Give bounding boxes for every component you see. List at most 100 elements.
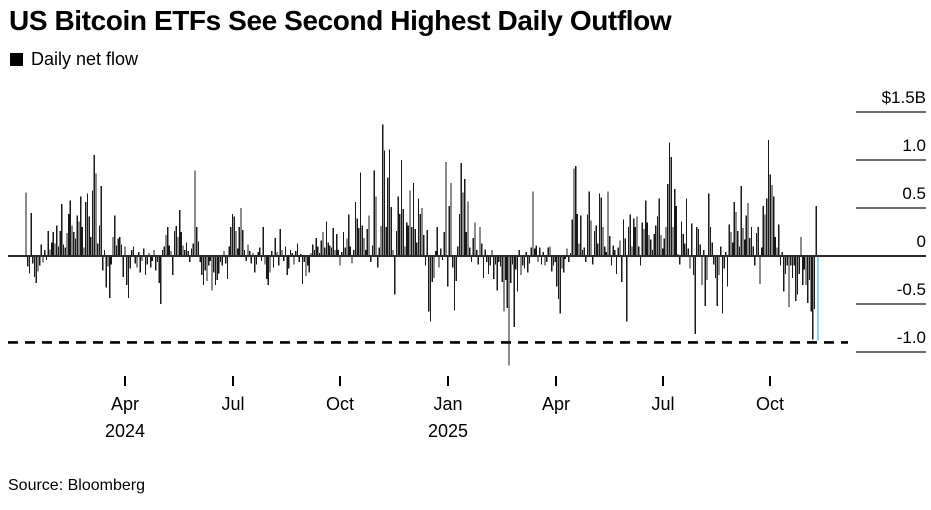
bar — [259, 247, 261, 256]
x-axis-year-label: 2025 — [428, 421, 468, 441]
bar — [699, 244, 701, 256]
bar — [510, 256, 512, 283]
bar — [766, 198, 768, 256]
bar — [76, 215, 78, 256]
bar — [115, 245, 118, 256]
bar — [702, 250, 705, 256]
bar — [177, 236, 179, 256]
bar — [257, 252, 259, 256]
bar — [499, 256, 502, 267]
bar — [139, 256, 142, 273]
bar — [776, 247, 778, 256]
bar — [757, 227, 759, 256]
bar — [619, 240, 621, 256]
bar — [603, 246, 606, 256]
bar — [356, 218, 358, 256]
bar — [643, 229, 645, 256]
bar — [484, 249, 486, 256]
bar — [595, 225, 597, 256]
bar — [276, 252, 278, 256]
bar — [810, 256, 812, 312]
bar — [667, 184, 669, 256]
bar — [675, 206, 677, 256]
y-axis-label: $1.5B — [882, 88, 926, 107]
bar — [134, 256, 136, 264]
bar — [759, 256, 761, 284]
bar — [97, 243, 99, 256]
x-axis-month-label: Jan — [433, 394, 462, 414]
bar — [325, 221, 328, 256]
bar — [124, 246, 126, 256]
bar — [110, 256, 112, 265]
bar — [380, 226, 382, 256]
bar — [341, 252, 343, 256]
bar — [549, 246, 551, 256]
bar — [684, 243, 686, 256]
bar — [37, 256, 39, 272]
bar — [272, 256, 275, 268]
bar — [66, 232, 68, 256]
bar — [64, 247, 66, 256]
bar — [216, 256, 218, 280]
bar — [49, 249, 51, 256]
bar — [27, 256, 29, 267]
bar — [805, 256, 807, 285]
bar — [479, 227, 481, 256]
bar — [98, 225, 101, 256]
bar — [793, 256, 795, 266]
bar — [351, 256, 353, 264]
bar — [554, 256, 556, 262]
x-axis-year-label: 2024 — [105, 421, 145, 441]
x-axis-month-label: Jul — [651, 394, 674, 414]
bar — [62, 244, 65, 256]
bar — [631, 246, 633, 256]
bar — [540, 256, 543, 265]
bar — [266, 256, 268, 280]
bar — [446, 256, 449, 287]
bar — [633, 218, 635, 256]
bar — [573, 168, 575, 256]
bar — [508, 256, 510, 366]
bar — [366, 229, 369, 256]
bar — [146, 256, 148, 265]
bar — [102, 256, 104, 271]
bar — [158, 256, 160, 283]
bar — [305, 256, 307, 277]
bar — [375, 196, 377, 256]
bar — [201, 256, 203, 276]
bar — [342, 232, 345, 256]
bar — [90, 236, 92, 256]
bar — [54, 243, 56, 256]
bar — [788, 256, 790, 307]
bar — [527, 256, 529, 273]
bar — [781, 252, 783, 256]
bar — [501, 256, 503, 282]
bar — [132, 246, 135, 256]
bar — [464, 179, 466, 256]
bar — [435, 251, 437, 256]
bar — [569, 253, 572, 256]
bar — [771, 184, 773, 256]
bar — [318, 253, 321, 256]
bar — [93, 155, 95, 256]
bar — [151, 256, 153, 261]
bar — [223, 251, 225, 256]
bar — [706, 256, 708, 280]
bar — [330, 247, 333, 256]
bar — [320, 240, 322, 256]
bar — [701, 256, 703, 285]
bar — [528, 256, 531, 264]
bar — [658, 198, 660, 256]
bar — [30, 212, 32, 256]
bar — [303, 256, 305, 262]
bar — [417, 198, 420, 256]
bar — [405, 222, 408, 256]
bar — [772, 196, 775, 256]
bar — [274, 237, 276, 256]
bar — [255, 256, 258, 265]
bar — [723, 256, 725, 269]
bar — [173, 231, 176, 256]
bar — [749, 237, 751, 256]
bar — [387, 177, 389, 256]
bar — [433, 256, 435, 279]
